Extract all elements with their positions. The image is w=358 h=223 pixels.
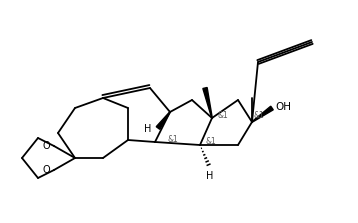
Text: &1: &1 xyxy=(254,112,265,120)
Text: H: H xyxy=(144,124,152,134)
Text: O: O xyxy=(42,141,50,151)
Text: OH: OH xyxy=(275,102,291,112)
Text: H: H xyxy=(206,171,214,181)
Polygon shape xyxy=(203,87,212,118)
Text: O: O xyxy=(42,165,50,175)
Text: &1: &1 xyxy=(168,136,179,145)
Polygon shape xyxy=(156,112,170,129)
Polygon shape xyxy=(252,106,273,122)
Text: &1: &1 xyxy=(205,138,216,147)
Text: &1: &1 xyxy=(218,112,229,120)
